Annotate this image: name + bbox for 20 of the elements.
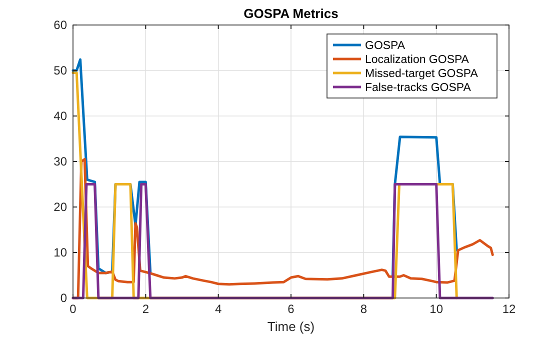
y-tick-label: 60 [54,18,68,32]
x-tick-label: 4 [214,302,222,316]
x-tick-label: 10 [430,302,444,316]
y-tick-label: 30 [54,154,68,168]
x-tick-label: 6 [288,302,295,316]
y-tick-label: 50 [54,64,68,78]
x-tick-label: 2 [142,302,150,316]
y-tick-label: 10 [54,246,68,260]
y-tick-label: 0 [60,291,68,305]
x-axis-title: Time (s) [267,319,315,334]
y-tick-label: 40 [54,109,68,123]
chart-title: GOSPA Metrics [244,6,338,21]
legend-label: Localization GOSPA [365,54,470,66]
legend-label: Missed-target GOSPA [365,68,478,80]
legend-label: False-tracks GOSPA [365,82,472,94]
x-tick-label: 8 [360,302,368,316]
x-tick-label: 0 [70,302,77,316]
x-tick-label: 12 [502,302,516,316]
legend-label: GOSPA [365,40,406,52]
y-tick-label: 20 [54,200,68,214]
